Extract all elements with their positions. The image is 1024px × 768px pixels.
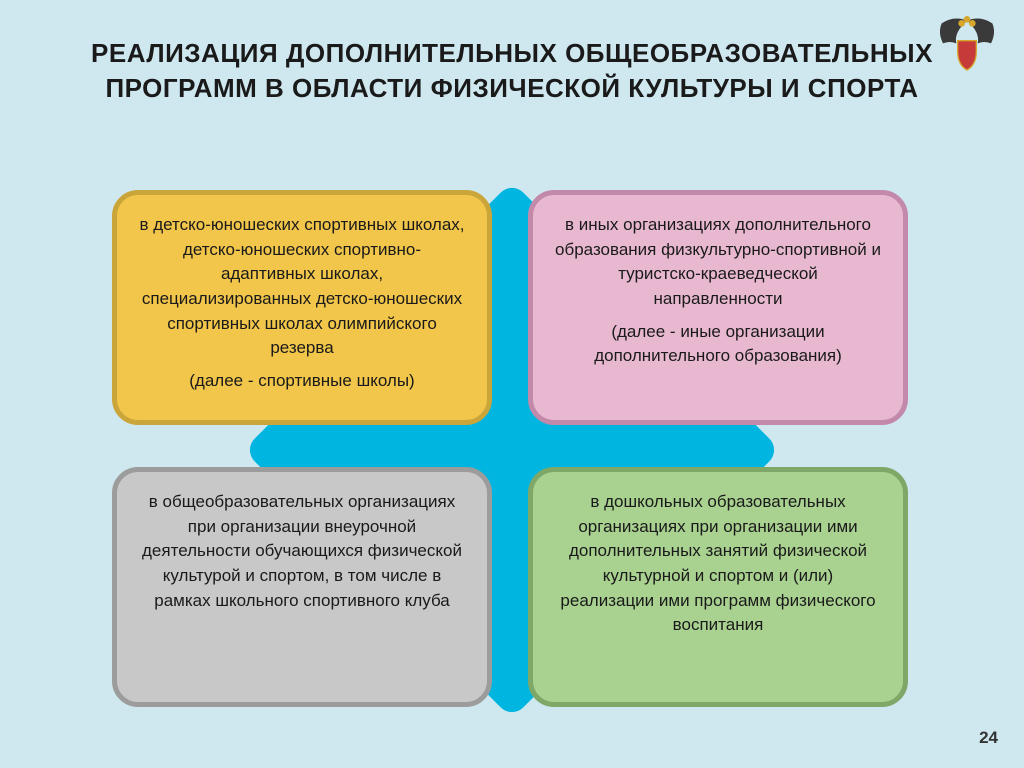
card-sport-schools: в детско-юношеских спортивных школах, де… <box>112 190 492 425</box>
card-other-orgs: в иных организациях дополнительного обра… <box>528 190 908 425</box>
page-number: 24 <box>979 728 998 748</box>
card-subtext: (далее - иные организации дополнительног… <box>555 320 881 369</box>
slide-title: РЕАЛИЗАЦИЯ ДОПОЛНИТЕЛЬНЫХ ОБЩЕОБРАЗОВАТЕ… <box>80 36 944 106</box>
diagram-area: в детско-юношеских спортивных школах, де… <box>0 180 1024 740</box>
card-text: в детско-юношеских спортивных школах, де… <box>139 213 465 361</box>
card-text: в общеобразовательных организациях при о… <box>139 490 465 613</box>
slide-root: РЕАЛИЗАЦИЯ ДОПОЛНИТЕЛЬНЫХ ОБЩЕОБРАЗОВАТЕ… <box>0 0 1024 768</box>
card-general-edu: в общеобразовательных организациях при о… <box>112 467 492 707</box>
card-preschool: в дошкольных образовательных организация… <box>528 467 908 707</box>
card-text: в дошкольных образовательных организация… <box>555 490 881 638</box>
card-subtext: (далее - спортивные школы) <box>139 369 465 394</box>
card-text: в иных организациях дополнительного обра… <box>555 213 881 312</box>
